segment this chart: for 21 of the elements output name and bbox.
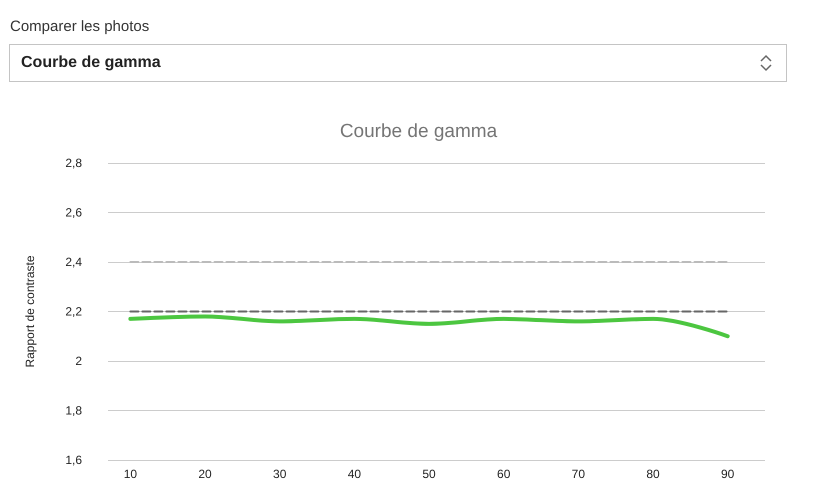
y-tick-label: 2,8 [65,156,82,170]
text: Courbe de gamma [21,54,161,72]
x-tick-label: 70 [572,467,586,481]
line-series [128,314,730,338]
x-tick-label: 10 [124,467,138,481]
x-tick-label: 60 [497,467,511,481]
y-tick-label: 2,4 [65,255,82,269]
y-tick-label: 2,6 [65,206,82,220]
x-tick-label: 30 [273,467,287,481]
y-axis-title: Rapport de contraste [23,255,37,368]
y-tick-label: 1,6 [65,453,82,467]
x-tick-label: 50 [422,467,436,481]
x-tick-label: 40 [348,467,362,481]
x-tick-label: 90 [720,467,735,481]
x-tick-label: 80 [646,467,660,481]
y-tick-label: 2,2 [65,304,82,318]
chart-title: Courbe de gamma [340,121,498,142]
y-tick-label: 1,8 [65,404,82,418]
x-tick-label: 20 [198,467,212,481]
text: Comparer les photos [10,18,150,35]
y-tick-label: 2 [75,354,82,368]
